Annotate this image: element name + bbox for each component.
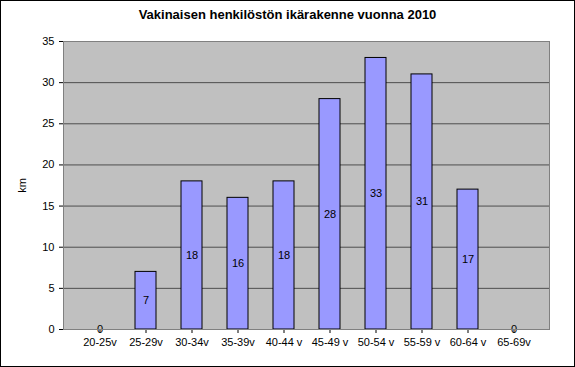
svg-text:50-54 v: 50-54 v xyxy=(358,336,395,348)
svg-text:35: 35 xyxy=(42,35,54,47)
svg-text:18: 18 xyxy=(186,249,198,261)
svg-text:31: 31 xyxy=(416,195,428,207)
svg-text:17: 17 xyxy=(462,253,474,265)
svg-text:18: 18 xyxy=(278,249,290,261)
svg-text:0: 0 xyxy=(510,323,518,335)
svg-text:28: 28 xyxy=(324,208,336,220)
svg-text:16: 16 xyxy=(232,257,244,269)
svg-text:25-29v: 25-29v xyxy=(129,336,163,348)
svg-text:7: 7 xyxy=(143,294,149,306)
svg-text:30-34v: 30-34v xyxy=(175,336,209,348)
svg-text:0: 0 xyxy=(48,323,54,335)
svg-text:65-69v: 65-69v xyxy=(497,336,531,348)
svg-text:45-49 v: 45-49 v xyxy=(312,336,349,348)
svg-text:0: 0 xyxy=(96,323,104,335)
svg-text:60-64 v: 60-64 v xyxy=(450,336,487,348)
html-text:Vakinaisen henkilöstön ikärake: Vakinaisen henkilöstön ikärakenne vuonna… xyxy=(138,7,437,22)
svg-text:10: 10 xyxy=(42,241,54,253)
svg-text:km: km xyxy=(16,178,28,193)
svg-text:5: 5 xyxy=(48,282,54,294)
svg-text:35-39v: 35-39v xyxy=(221,336,255,348)
svg-text:40-44 v: 40-44 v xyxy=(266,336,303,348)
svg-text:55-59 v: 55-59 v xyxy=(404,336,441,348)
svg-text:25: 25 xyxy=(42,117,54,129)
svg-text:20-25v: 20-25v xyxy=(83,336,117,348)
svg-text:30: 30 xyxy=(42,76,54,88)
svg-text:33: 33 xyxy=(370,187,382,199)
svg-text:15: 15 xyxy=(42,200,54,212)
svg-text:20: 20 xyxy=(42,158,54,170)
